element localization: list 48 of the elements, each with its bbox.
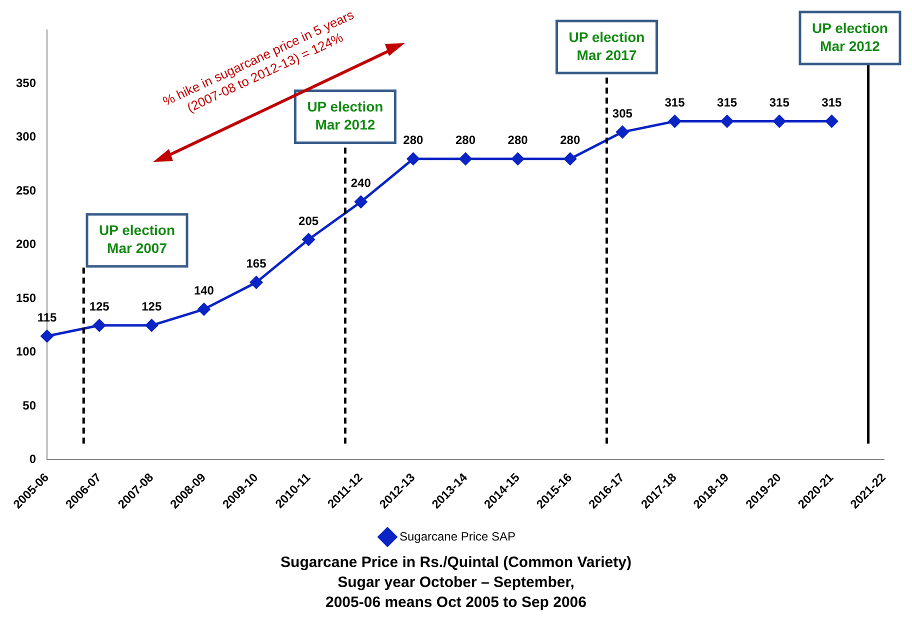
point xyxy=(250,276,263,289)
ref-line-label: UP election Mar 2012 xyxy=(307,98,384,133)
ref-line-label: UP election Mar 2017 xyxy=(568,28,645,63)
ref-line-label: UP election Mar 2007 xyxy=(99,222,176,256)
data-label: 305 xyxy=(612,106,633,120)
data-label: 315 xyxy=(717,96,738,110)
y-tick-label: 250 xyxy=(16,183,36,198)
legend-label: Sugarcane Price SAP xyxy=(399,529,516,544)
text: Sugarcane Price in Rs./Quintal (Common Variety) xyxy=(280,553,632,573)
y-tick-label: 50 xyxy=(22,398,36,412)
point xyxy=(720,115,734,128)
data-label: 115 xyxy=(37,310,58,324)
point xyxy=(93,319,106,332)
ref-line-label: UP election Mar 2012 xyxy=(812,20,888,54)
data-label: 280 xyxy=(403,133,424,148)
data-label: 315 xyxy=(664,96,686,110)
point xyxy=(302,233,315,246)
point xyxy=(40,330,54,342)
y-tick-label: 0 xyxy=(29,452,36,466)
point xyxy=(145,319,158,332)
point xyxy=(512,152,524,166)
data-label: 140 xyxy=(194,284,214,298)
y-tick-label: 150 xyxy=(16,290,36,305)
y-tick-label: 300 xyxy=(16,130,36,144)
y-tick-label: 350 xyxy=(16,76,36,90)
y-tick-label: 100 xyxy=(16,344,36,359)
point xyxy=(564,152,576,166)
data-label: 165 xyxy=(246,256,267,271)
text: Sugar year October – September, xyxy=(336,573,576,593)
data-label: 125 xyxy=(142,300,162,314)
point xyxy=(668,115,682,128)
data-label: 280 xyxy=(560,133,580,148)
point xyxy=(773,115,786,128)
data-label: 240 xyxy=(350,176,372,190)
data-label: 205 xyxy=(298,214,319,228)
point xyxy=(825,115,838,128)
point xyxy=(198,303,210,316)
point xyxy=(616,126,629,138)
text: 2005-06 means Oct 2005 to Sep 2006 xyxy=(324,593,588,613)
point xyxy=(459,152,472,166)
point xyxy=(354,196,368,208)
point xyxy=(406,152,420,166)
data-label: 315 xyxy=(822,96,842,110)
data-label: 315 xyxy=(769,96,790,110)
data-label: 280 xyxy=(455,133,476,148)
y-tick-label: 200 xyxy=(16,237,36,252)
data-label: 125 xyxy=(89,300,110,314)
data-label: 280 xyxy=(508,133,528,148)
